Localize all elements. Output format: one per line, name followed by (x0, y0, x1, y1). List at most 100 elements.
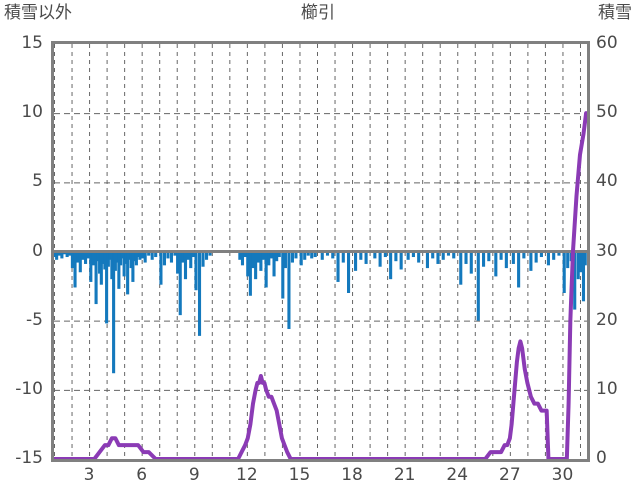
precipitation-bar (534, 251, 538, 263)
precipitation-bar (557, 251, 561, 256)
precipitation-bar (283, 251, 287, 269)
precipitation-bar (99, 251, 103, 285)
precipitation-bar (133, 251, 137, 262)
bottom-axis-tick-label: 21 (393, 465, 416, 485)
snow-depth-line (54, 111, 587, 459)
precipitation-bar (552, 251, 556, 260)
precipitation-bar (341, 251, 345, 263)
precipitation-bar (189, 251, 193, 269)
precipitation-bar (320, 251, 324, 260)
precipitation-bar (494, 251, 498, 277)
precipitation-bar (208, 251, 212, 256)
precipitation-bar (117, 251, 121, 289)
precipitation-bar (57, 251, 61, 256)
right-axis-tick-label: 30 (596, 240, 618, 261)
bottom-axis-tick-label: 3 (83, 465, 95, 485)
precipitation-bar (91, 251, 95, 266)
precipitation-bar (583, 251, 587, 266)
right-axis-tick-label: 50 (596, 102, 618, 123)
precipitation-bar (136, 251, 140, 258)
precipitation-bar (576, 251, 580, 280)
precipitation-bar (539, 251, 543, 258)
precipitation-bar (70, 251, 74, 269)
precipitation-bar (294, 251, 298, 259)
precipitation-bar (399, 251, 403, 270)
precipitation-bar (281, 251, 285, 299)
precipitation-bar (378, 251, 382, 267)
precipitation-bar (76, 251, 80, 263)
precipitation-bar (431, 251, 435, 259)
precipitation-bar (573, 251, 577, 310)
precipitation-bar (94, 251, 98, 305)
precipitation-bar (105, 251, 109, 324)
precipitation-bar (529, 251, 533, 271)
precipitation-bar (499, 251, 503, 260)
precipitation-bar (191, 251, 195, 258)
chart-canvas (54, 44, 587, 459)
bottom-axis-tick-label: 18 (341, 465, 363, 485)
precipitation-bar (65, 251, 69, 258)
right-axis-tick-label: 40 (596, 171, 618, 192)
precipitation-bar (452, 251, 456, 259)
precipitation-bar (562, 251, 566, 293)
precipitation-bar (201, 251, 205, 267)
precipitation-bar (354, 251, 358, 271)
precipitation-bar (476, 251, 480, 321)
precipitation-bar (306, 251, 310, 256)
precipitation-bar (264, 251, 268, 288)
right-axis-tick-label: 60 (596, 33, 618, 53)
bottom-axis-tick-label: 24 (446, 465, 469, 485)
bottom-axis-tick-label: 30 (551, 465, 574, 485)
left-axis-tick-label: 10 (21, 102, 43, 123)
precipitation-bar (176, 251, 180, 274)
precipitation-bar (143, 251, 147, 263)
precipitation-bar (546, 251, 550, 266)
precipitation-bar (243, 251, 247, 258)
precipitation-bar (248, 251, 252, 296)
precipitation-bar (73, 251, 77, 288)
precipitation-bar (150, 251, 154, 260)
precipitation-bar (383, 251, 387, 258)
left-axis-tick-label: -15 (15, 448, 43, 468)
precipitation-bar (108, 251, 112, 260)
precipitation-bar (310, 251, 314, 259)
bottom-axis-tick-label: 15 (288, 465, 311, 485)
precipitation-bar (169, 251, 174, 263)
precipitation-bar (436, 251, 440, 264)
precipitation-bar (517, 251, 521, 288)
precipitation-bars (54, 251, 587, 374)
precipitation-bar (272, 251, 276, 277)
bottom-axis-tick-label: 9 (188, 465, 200, 485)
left-axis-tick-label: -5 (26, 309, 43, 330)
precipitation-bar (68, 251, 72, 256)
precipitation-bar (487, 251, 491, 262)
gridlines (54, 44, 587, 459)
right-axis-tick-label: 10 (596, 378, 618, 399)
right-axis-header: 積雪 (598, 3, 632, 23)
precipitation-bar (251, 251, 255, 269)
precipitation-bar (464, 251, 468, 264)
precipitation-bar (347, 251, 351, 293)
precipitation-bar (277, 251, 281, 258)
precipitation-bar (406, 251, 410, 260)
left-axis-tick-label: 5 (32, 171, 43, 192)
precipitation-bar (299, 251, 303, 266)
precipitation-bar (138, 251, 142, 260)
precipitation-bar (254, 251, 258, 280)
precipitation-bar (204, 251, 209, 260)
precipitation-bar (313, 251, 317, 258)
precipitation-bar (115, 251, 119, 263)
precipitation-bar (89, 251, 93, 282)
precipitation-bar (173, 251, 177, 256)
precipitation-bar (55, 251, 59, 260)
precipitation-bar (126, 251, 130, 295)
precipitation-bar (290, 251, 294, 263)
left-axis-tick-label: 0 (32, 240, 43, 261)
bottom-axis-tick-label: 6 (136, 465, 148, 485)
precipitation-bar (275, 251, 279, 262)
precipitation-bar (129, 251, 133, 269)
precipitation-bar (86, 251, 90, 259)
precipitation-bar (96, 251, 100, 262)
precipitation-bar (425, 251, 429, 269)
